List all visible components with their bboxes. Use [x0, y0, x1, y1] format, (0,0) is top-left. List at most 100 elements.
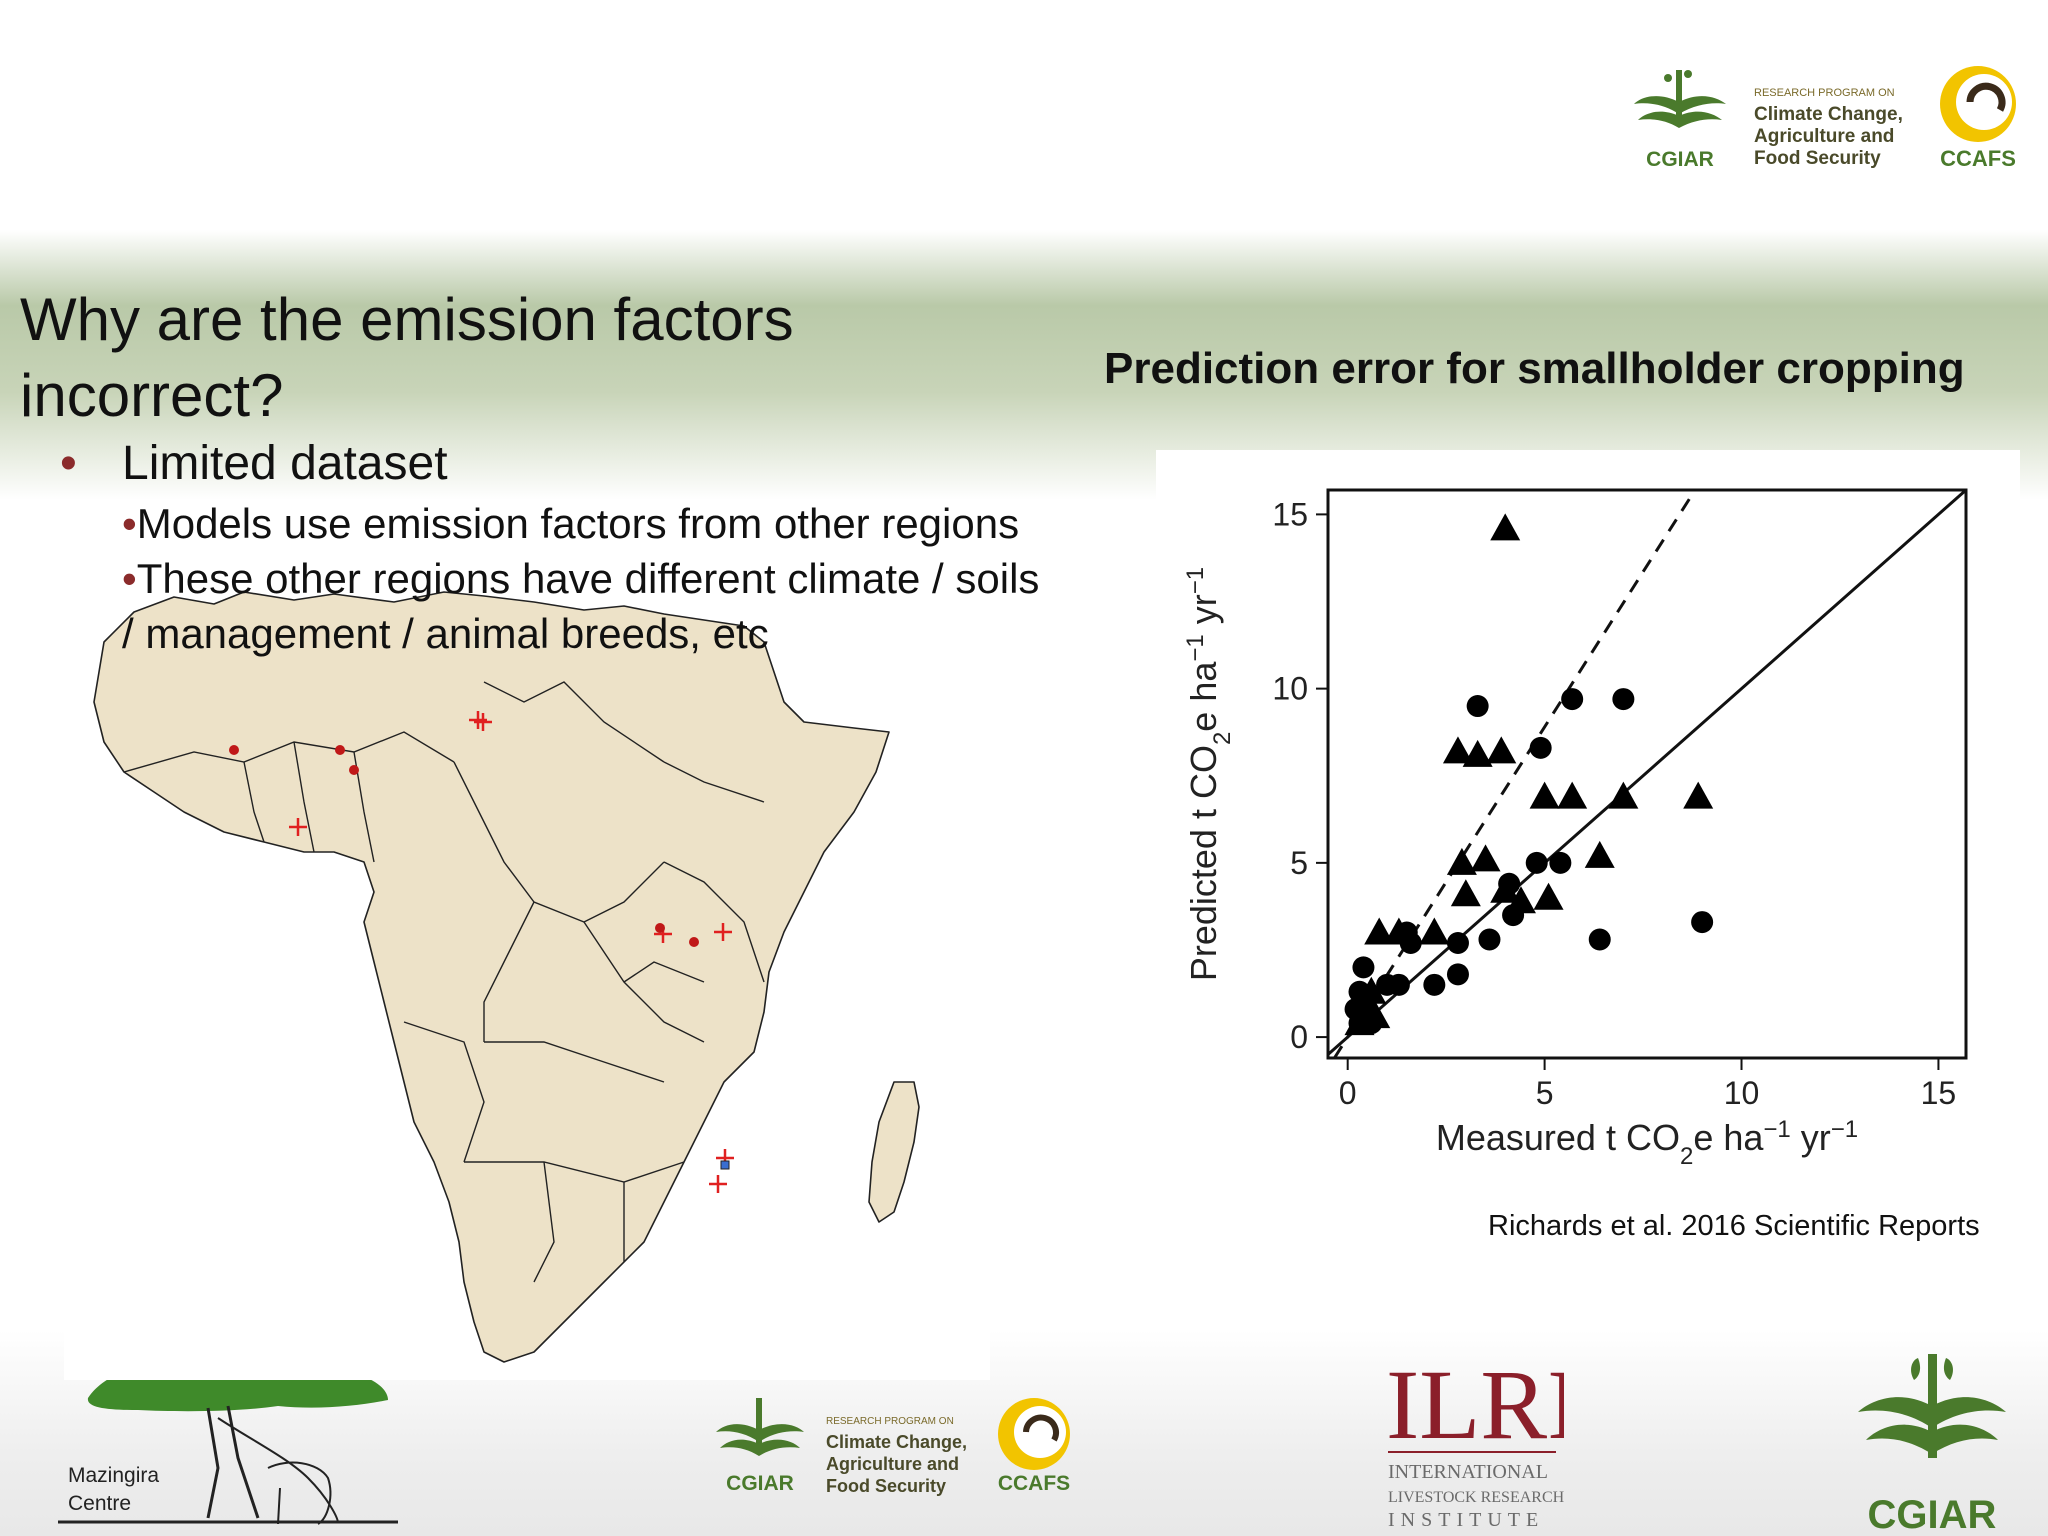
cgiar-label-bottom: CGIAR	[726, 1472, 794, 1495]
program-line-1-bottom: Climate Change,	[826, 1432, 967, 1452]
data-point-circle	[1387, 973, 1410, 996]
data-point-triangle	[1419, 917, 1450, 945]
data-point-circle	[1498, 872, 1521, 895]
y-axis-label: Predicted t CO2e ha−1 yr−1	[1182, 567, 1236, 981]
ccafs-label-bottom: CCAFS	[998, 1472, 1070, 1495]
mazingira-line-2: Centre	[68, 1492, 131, 1515]
data-point-circle	[1446, 932, 1469, 955]
x-axis-label: Measured t CO2e ha−1 yr−1	[1436, 1116, 1858, 1170]
cgiar-logo-bottom-right: CGIAR	[1852, 1350, 2012, 1536]
site-cross-5	[714, 923, 732, 941]
ccafs-logo-bottom: CCAFS	[988, 1392, 1084, 1498]
data-point-circle	[1588, 928, 1611, 951]
data-point-circle	[1352, 956, 1375, 979]
data-point-triangle	[1470, 844, 1501, 872]
data-point-circle	[1612, 688, 1635, 711]
data-point-triangle	[1486, 736, 1517, 764]
program-line-3-bottom: Food Security	[826, 1476, 946, 1496]
ilri-line-3: INSTITUTE	[1388, 1509, 1544, 1531]
y-tick-label: 0	[1290, 1019, 1308, 1055]
data-point-circle	[1478, 928, 1501, 951]
data-point-circle	[1561, 688, 1584, 711]
program-small-bottom: RESEARCH PROGRAM ON	[826, 1416, 954, 1427]
sub-bullet-text-2: These other regions have different clima…	[122, 555, 1040, 657]
program-line-2-top: Agriculture and	[1754, 126, 1894, 147]
x-tick-label: 15	[1921, 1075, 1957, 1111]
plot-frame	[1326, 488, 1968, 1060]
x-tick-label: 5	[1536, 1075, 1554, 1111]
study-site-markers	[229, 711, 734, 1193]
site-cross-3	[474, 713, 492, 731]
ccafs-label-top: CCAFS	[1940, 146, 2016, 171]
scatter-chart-svg: 0 5 10 15 0 5 10 15 Measured t CO2e ha−1 yr−1 P…	[1182, 488, 1968, 1170]
program-line-3-top: Food Security	[1754, 148, 1881, 169]
bullet-text: Limited dataset	[122, 437, 448, 490]
data-point-triangle	[1450, 879, 1481, 907]
data-point-circle	[1446, 963, 1469, 986]
data-point-circle	[1423, 973, 1446, 996]
site-square-1	[720, 1160, 730, 1170]
data-point-circle	[1691, 911, 1714, 934]
sub-bullets: •Models use emission factors from other …	[122, 496, 1062, 661]
program-line-1-top: Climate Change,	[1754, 104, 1903, 125]
data-point-circle	[1549, 851, 1572, 874]
chart-title: Prediction error for smallholder croppin…	[1104, 344, 1965, 393]
data-point-triangle	[1533, 882, 1564, 910]
x-tick-label: 0	[1339, 1075, 1357, 1111]
cgiar-logo-bottom: CGIAR	[712, 1392, 808, 1498]
site-dot-1	[229, 745, 239, 755]
mazingira-line-1: Mazingira	[68, 1464, 159, 1487]
ccafs-program-text-top: RESEARCH PROGRAM ON Climate Change, Agri…	[1754, 86, 1924, 176]
site-cross-7	[709, 1175, 727, 1193]
ilri-mark: ILRI	[1386, 1349, 1564, 1460]
sub-bullet-2: •These other regions have different clim…	[122, 551, 1062, 661]
data-point-circle	[1525, 851, 1548, 874]
slide-title: Why are the emission factors incorrect?	[20, 286, 794, 429]
data-point-circle	[1502, 904, 1525, 927]
data-point-circle	[1529, 736, 1552, 759]
site-dot-3	[349, 765, 359, 775]
data-point-triangle	[1584, 840, 1615, 868]
sub-bullet-1: •Models use emission factors from other …	[122, 496, 1062, 551]
data-point-triangle	[1446, 847, 1477, 875]
data-point-circle	[1399, 932, 1422, 955]
site-dot-4	[655, 923, 665, 933]
ccafs-program-text-bottom: RESEARCH PROGRAM ON Climate Change, Agri…	[826, 1414, 986, 1504]
sub-bullet-text-1: Models use emission factors from other r…	[136, 500, 1020, 547]
data-point-triangle	[1442, 736, 1473, 764]
data-point-triangle	[1364, 917, 1395, 945]
data-point-circle	[1466, 695, 1489, 718]
data-point-triangle	[1490, 513, 1521, 541]
y-tick-label: 10	[1272, 671, 1308, 707]
data-point-triangle	[1462, 739, 1493, 767]
data-point-triangle	[1608, 781, 1639, 809]
site-dot-2	[335, 745, 345, 755]
y-tick-label: 15	[1272, 496, 1308, 532]
data-point-triangle	[1683, 781, 1714, 809]
data-points	[1344, 513, 1714, 1036]
site-cross-1	[289, 818, 307, 836]
cgiar-logo-top: CGIAR	[1630, 62, 1730, 174]
data-point-triangle	[1557, 781, 1588, 809]
y-tick-label: 5	[1290, 845, 1308, 881]
ilri-line-2: LIVESTOCK RESEARCH	[1388, 1489, 1564, 1506]
scatter-chart: 0 5 10 15 0 5 10 15 Measured t CO2e ha−1 yr−1 P…	[1156, 450, 2020, 1190]
sub-bullet-marker-1: •	[122, 500, 137, 547]
ccafs-logo-top: CCAFS	[1930, 62, 2026, 174]
bullet-marker: •	[60, 437, 77, 490]
reference-lines	[1327, 488, 1967, 1059]
data-point-triangle	[1529, 781, 1560, 809]
one-to-one-line	[1327, 488, 1967, 1056]
country-borders	[123, 681, 765, 1283]
site-dot-5	[689, 937, 699, 947]
bullet-limited-dataset: • Limited dataset	[60, 436, 448, 491]
africa-mainland	[93, 591, 890, 1363]
ilri-line-1: INTERNATIONAL	[1388, 1461, 1548, 1483]
africa-map	[64, 562, 990, 1380]
axis-ticks: 0 5 10 15 0 5 10 15	[1272, 496, 1956, 1111]
data-point-circle	[1360, 1012, 1383, 1035]
cgiar-label-bottom-right: CGIAR	[1868, 1493, 1997, 1536]
citation: Richards et al. 2016 Scientific Reports	[1488, 1210, 1980, 1242]
madagascar	[868, 1081, 920, 1223]
cgiar-label-top: CGIAR	[1646, 148, 1714, 171]
